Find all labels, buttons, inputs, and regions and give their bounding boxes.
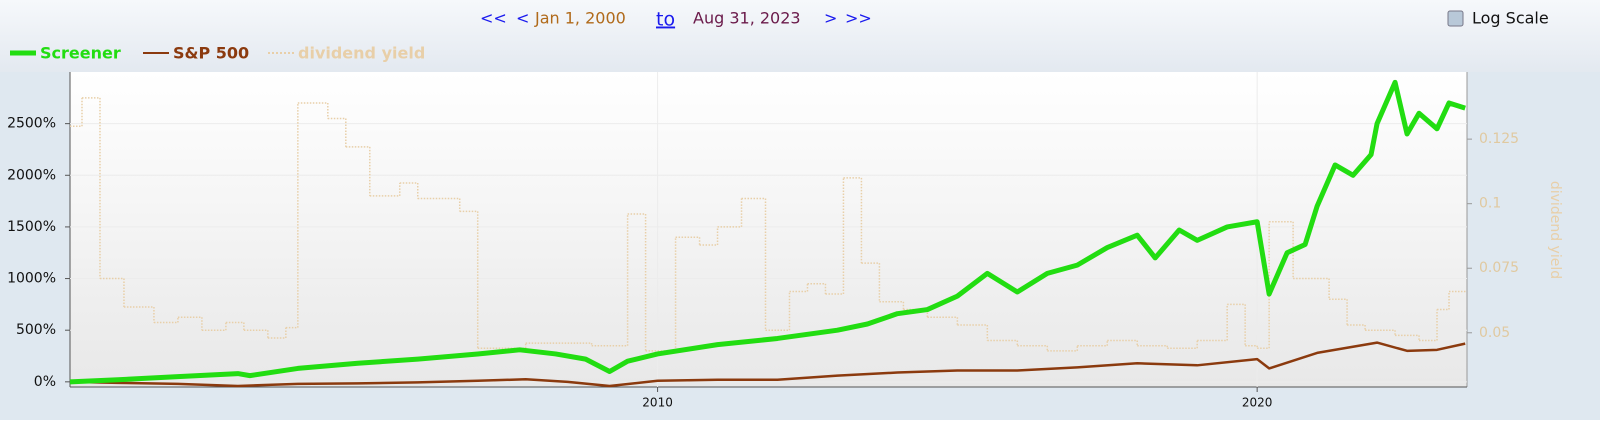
start-date[interactable]: Jan 1, 2000 (534, 9, 626, 28)
y2-axis-label: dividend yield (1547, 181, 1563, 279)
y-tick-label: 0% (34, 374, 56, 390)
x-tick-label: 2020 (1242, 396, 1273, 410)
legend-label: dividend yield (298, 44, 425, 63)
plot-area (70, 72, 1467, 387)
y-tick-label: 2500% (7, 116, 56, 132)
series-line (69, 341, 1466, 388)
to-link[interactable]: to (656, 9, 675, 31)
y-tick-label: 1000% (7, 271, 56, 287)
y-tick-label: 2000% (7, 167, 56, 183)
log-scale-checkbox[interactable] (1447, 10, 1464, 27)
legend-label: S&P 500 (173, 44, 249, 63)
log-scale-label[interactable]: Log Scale (1472, 9, 1549, 28)
y2-tick-label: 0.1 (1479, 196, 1501, 212)
legend-label: Screener (40, 44, 121, 63)
y-tick-label: 1500% (7, 219, 56, 235)
nav-prev-far[interactable]: << (480, 9, 507, 28)
y2-tick-label: 0.05 (1479, 325, 1510, 341)
end-date[interactable]: Aug 31, 2023 (693, 9, 801, 28)
y2-tick-label: 0.125 (1479, 131, 1519, 147)
x-tick-label: 2010 (642, 396, 673, 410)
y2-tick-label: 0.075 (1479, 260, 1519, 276)
nav-next-far[interactable]: >> (845, 9, 872, 28)
nav-next[interactable]: > (824, 9, 837, 28)
y-tick-label: 500% (16, 322, 56, 338)
header-bar (0, 0, 1600, 72)
series-line (69, 79, 1466, 385)
nav-prev[interactable]: < (516, 9, 529, 28)
